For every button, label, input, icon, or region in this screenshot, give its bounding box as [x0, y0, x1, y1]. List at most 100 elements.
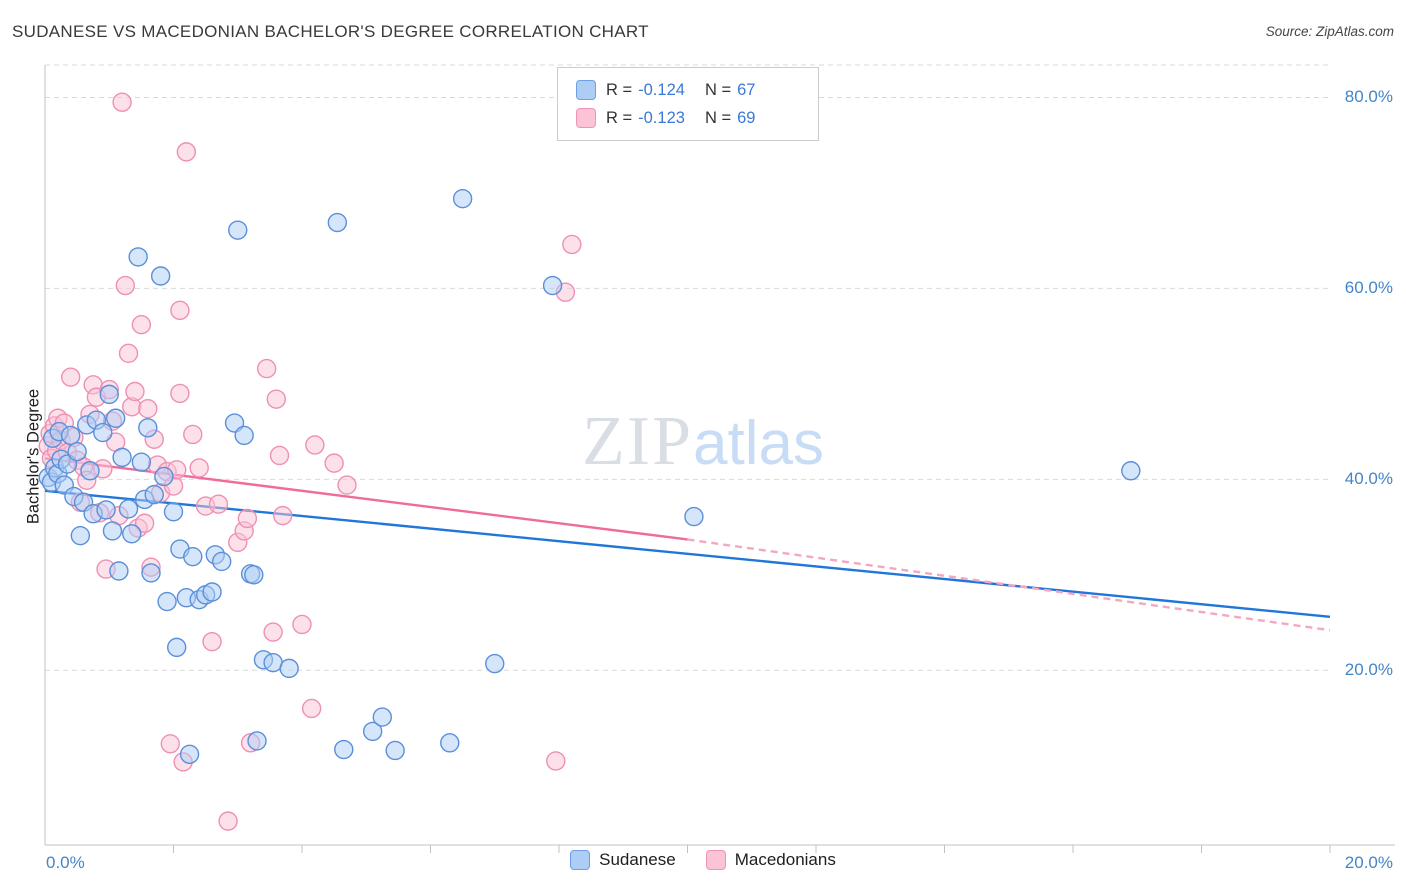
- point-Sudanese: [234, 425, 254, 446]
- point-Macedonians: [125, 381, 145, 402]
- point-Sudanese: [542, 275, 563, 296]
- macedonians-swatch: [576, 108, 596, 128]
- point-Sudanese: [60, 425, 81, 446]
- point-Macedonians: [131, 314, 152, 335]
- point-Sudanese: [128, 247, 148, 267]
- point-Sudanese: [440, 733, 460, 753]
- y-axis-tick-label: 60.0%: [1344, 278, 1393, 298]
- point-Sudanese: [131, 452, 152, 472]
- point-Macedonians: [170, 383, 190, 404]
- series-legend: Sudanese Macedonians: [0, 850, 1406, 870]
- point-Sudanese: [118, 499, 139, 519]
- r-label: R =: [606, 108, 633, 127]
- legend-label-macedonians: Macedonians: [734, 850, 836, 869]
- point-Sudanese: [183, 546, 203, 567]
- watermark-atlas: atlas: [693, 409, 824, 478]
- point-Sudanese: [109, 561, 129, 581]
- n-label: N =: [704, 108, 732, 127]
- point-Sudanese: [211, 551, 232, 572]
- point-Macedonians: [273, 505, 293, 526]
- point-Sudanese: [138, 418, 158, 438]
- r-label: R =: [606, 80, 633, 99]
- point-Macedonians: [160, 734, 180, 754]
- source-attribution: Source: ZipAtlas.com: [1265, 24, 1394, 39]
- trend-line-Sudanese: [44, 489, 1331, 619]
- point-Macedonians: [115, 275, 136, 296]
- point-Macedonians: [218, 811, 238, 831]
- point-Sudanese: [67, 441, 87, 462]
- n-value-sudanese: 67: [737, 80, 756, 99]
- n-label: N =: [704, 80, 732, 99]
- point-Sudanese: [99, 384, 119, 405]
- sudanese-swatch: [576, 80, 596, 100]
- point-Sudanese: [372, 707, 393, 727]
- point-Macedonians: [176, 142, 197, 162]
- point-Sudanese: [684, 506, 704, 527]
- y-axis-tick-label: 80.0%: [1344, 87, 1393, 107]
- point-Sudanese: [150, 266, 171, 286]
- x-axis-max-label: 20.0%: [1344, 853, 1393, 872]
- point-Sudanese: [263, 652, 283, 673]
- point-Macedonians: [266, 389, 286, 409]
- point-Macedonians: [208, 494, 229, 514]
- point-Macedonians: [305, 435, 325, 455]
- watermark-zip: ZIP: [582, 403, 694, 480]
- legend-item-sudanese: Sudanese: [570, 850, 676, 870]
- point-Sudanese: [385, 740, 405, 761]
- point-Macedonians: [112, 92, 132, 112]
- legend-row-sudanese: R = -0.124 N = 67: [576, 77, 804, 103]
- point-Macedonians: [237, 508, 258, 529]
- r-value-sudanese: -0.124: [638, 80, 685, 99]
- point-Sudanese: [1121, 461, 1141, 481]
- point-Sudanese: [334, 739, 354, 760]
- point-Macedonians: [301, 698, 322, 719]
- point-Macedonians: [189, 458, 209, 478]
- legend-item-macedonians: Macedonians: [705, 850, 836, 870]
- point-Sudanese: [141, 563, 161, 583]
- point-Sudanese: [105, 408, 126, 428]
- point-Sudanese: [157, 591, 177, 612]
- point-Sudanese: [154, 466, 174, 487]
- point-Sudanese: [228, 220, 248, 240]
- point-Sudanese: [96, 500, 116, 520]
- point-Sudanese: [362, 721, 383, 742]
- legend-label-sudanese: Sudanese: [599, 850, 676, 869]
- point-Macedonians: [202, 631, 222, 652]
- r-value-macedonians: -0.123: [638, 108, 685, 127]
- point-Sudanese: [144, 484, 164, 505]
- point-Macedonians: [546, 751, 566, 771]
- point-Sudanese: [452, 188, 473, 209]
- point-Macedonians: [60, 367, 81, 387]
- point-Macedonians: [134, 513, 155, 533]
- point-Sudanese: [202, 582, 222, 602]
- point-Macedonians: [292, 614, 312, 635]
- point-Macedonians: [562, 234, 582, 255]
- correlation-stats-legend: R = -0.124 N = 67 R = -0.123 N = 69: [557, 67, 819, 141]
- point-Macedonians: [118, 343, 139, 364]
- n-value-macedonians: 69: [737, 108, 756, 127]
- point-Sudanese: [485, 653, 505, 674]
- point-Sudanese: [70, 525, 91, 546]
- point-Sudanese: [247, 731, 267, 751]
- trend-line-Macedonians-extrapolated: [687, 538, 1331, 632]
- point-Sudanese: [279, 658, 299, 679]
- point-Macedonians: [138, 398, 158, 419]
- macedonians-swatch: [705, 850, 726, 870]
- point-Macedonians: [256, 358, 277, 379]
- point-Sudanese: [327, 212, 348, 233]
- point-Macedonians: [269, 445, 290, 466]
- legend-row-macedonians: R = -0.123 N = 69: [576, 105, 804, 131]
- point-Sudanese: [112, 447, 132, 468]
- point-Macedonians: [183, 424, 203, 445]
- point-Sudanese: [93, 422, 113, 443]
- y-axis-tick-label: 40.0%: [1344, 469, 1393, 489]
- point-Macedonians: [337, 475, 357, 495]
- point-Macedonians: [170, 300, 190, 321]
- zipatlas-watermark: ZIPatlas: [582, 402, 824, 482]
- point-Sudanese: [244, 565, 264, 585]
- point-Sudanese: [167, 637, 187, 658]
- point-Macedonians: [324, 453, 344, 473]
- point-Sudanese: [102, 521, 123, 541]
